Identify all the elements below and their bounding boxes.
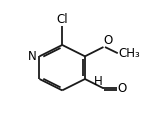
Text: Cl: Cl	[56, 13, 68, 26]
Text: CH₃: CH₃	[118, 47, 140, 60]
Text: N: N	[28, 50, 36, 63]
Text: H: H	[94, 75, 103, 88]
Text: O: O	[118, 82, 127, 95]
Text: O: O	[104, 34, 113, 46]
